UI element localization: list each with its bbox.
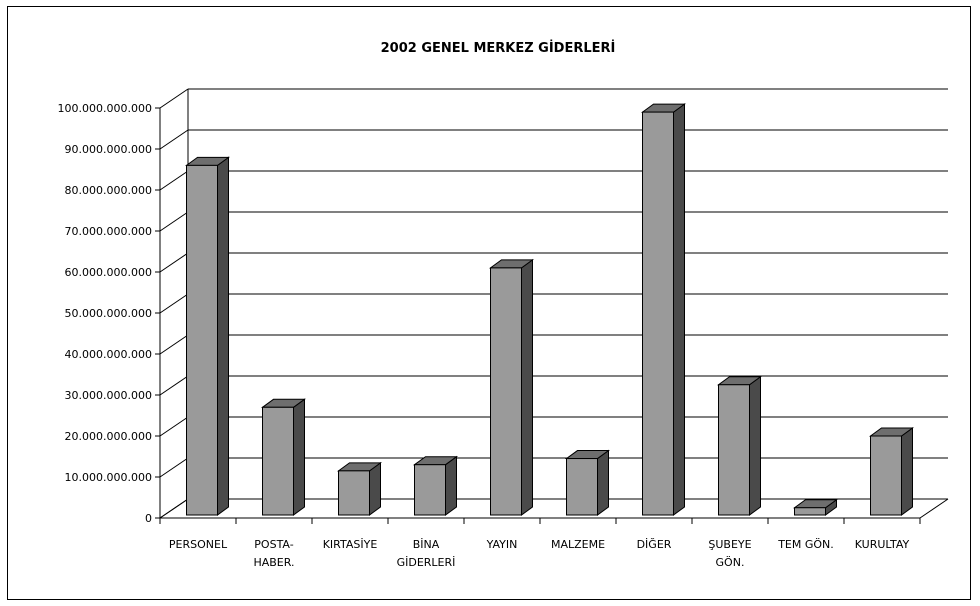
bar-side: [521, 258, 533, 516]
x-tick-label: DİĞER: [637, 538, 672, 551]
x-tick-label: KURULTAY: [855, 538, 910, 551]
bar-side: [293, 398, 305, 516]
x-tick-label: POSTA-: [254, 538, 293, 551]
y-tick-label: 20.000.000.000: [65, 430, 152, 443]
x-tick-label: MALZEME: [551, 538, 605, 551]
y-axis: 0 10.000.000.000 20.000.000.000 30.000.000.…: [58, 102, 161, 525]
x-tick-label: GÖN.: [716, 556, 745, 569]
bar: [260, 398, 307, 516]
gridline-diagonal: [159, 498, 189, 519]
bar: [716, 375, 763, 516]
y-tick-label: 10.000.000.000: [65, 471, 152, 484]
bar-front: [414, 464, 446, 516]
y-tick-label: 100.000.000.000: [58, 102, 152, 115]
bars: [184, 103, 915, 516]
x-tick-label: KIRTASİYE: [323, 538, 378, 551]
gridline-diagonal: [159, 211, 189, 232]
bar-side: [673, 103, 685, 516]
gridline-diagonal: [159, 252, 189, 273]
x-tick-label: ŞUBEYE: [708, 538, 751, 551]
bar-side: [901, 427, 913, 516]
y-tick-label: 0: [145, 512, 152, 525]
bar: [488, 258, 535, 516]
bar: [868, 427, 915, 516]
bar-front: [186, 164, 218, 516]
y-tick-label: 70.000.000.000: [65, 225, 152, 238]
x-tick-label: YAYIN: [486, 538, 518, 551]
y-tick-label: 90.000.000.000: [65, 143, 152, 156]
bar-side: [217, 156, 229, 516]
y-tick-label: 80.000.000.000: [65, 184, 152, 197]
bar-front: [794, 507, 826, 516]
x-tick-label: BİNA: [413, 538, 440, 551]
gridline-diagonal: [159, 129, 189, 150]
bar-front: [642, 111, 674, 516]
bar-side: [749, 375, 761, 516]
bar-side: [369, 461, 381, 516]
bar-front: [566, 458, 598, 516]
gridline-diagonal: [159, 293, 189, 314]
x-axis: PERSONEL POSTA- HABER. KIRTASİYE BİNA GİDERLE…: [159, 517, 921, 569]
x-tick-label: PERSONEL: [169, 538, 228, 551]
bar-front: [870, 435, 902, 516]
bar-front: [262, 406, 294, 516]
bar: [184, 156, 231, 516]
y-tick-label: 30.000.000.000: [65, 389, 152, 402]
x-tick-label: TEM GÖN.: [777, 538, 834, 551]
y-tick-label: 50.000.000.000: [65, 307, 152, 320]
bar-side: [445, 455, 457, 516]
gridline-diagonal: [159, 416, 189, 437]
bar: [336, 461, 383, 516]
bar-front: [718, 384, 750, 516]
gridline-diagonal: [159, 457, 189, 478]
bar-front: [490, 267, 522, 516]
bar-front: [338, 470, 370, 516]
bar: [412, 455, 459, 516]
gridline-diagonal: [159, 375, 189, 396]
gridlines: [159, 88, 948, 519]
chart-title: 2002 GENEL MERKEZ GİDERLERİ: [381, 40, 616, 56]
x-tick-label: GİDERLERİ: [397, 556, 456, 569]
y-tick-label: 40.000.000.000: [65, 348, 152, 361]
floor-right-edge: [919, 498, 949, 519]
bar: [640, 103, 687, 516]
bar-side: [597, 449, 609, 516]
gridline-diagonal: [159, 88, 189, 109]
y-tick-label: 60.000.000.000: [65, 266, 152, 279]
bar: [792, 498, 839, 516]
gridline-diagonal: [159, 334, 189, 355]
x-tick-label: HABER.: [253, 556, 294, 569]
gridline-diagonal: [159, 170, 189, 191]
bar: [564, 449, 611, 516]
